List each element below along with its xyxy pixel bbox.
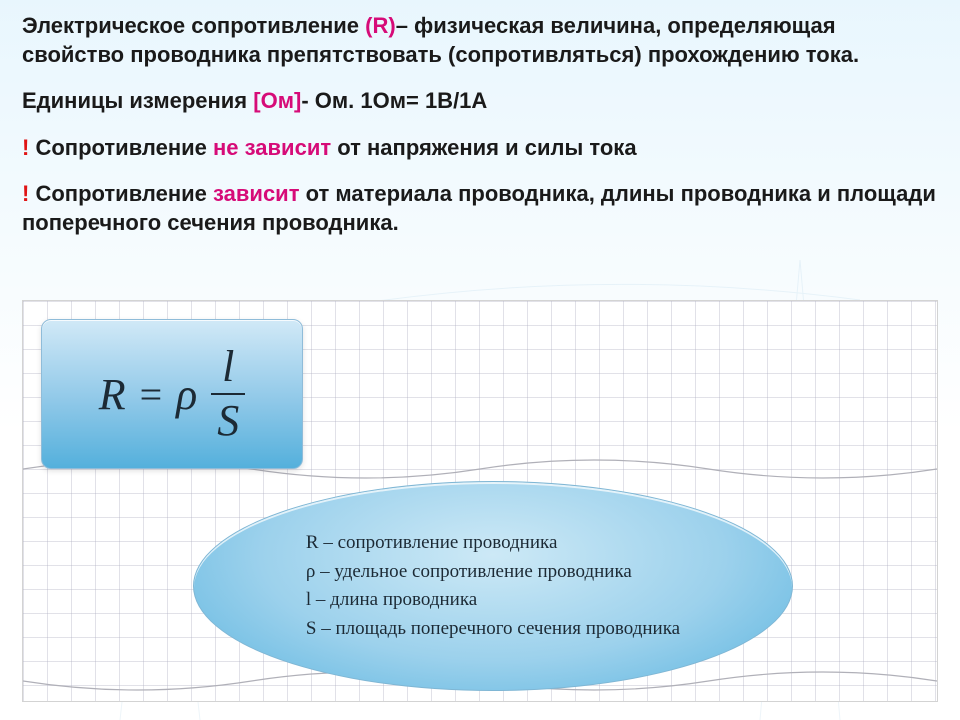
legend-l: l – длина проводника (306, 586, 680, 615)
formula-fraction: l S (211, 345, 245, 443)
formula-card: R = ρ l S (41, 319, 303, 469)
formula-bar (211, 393, 245, 395)
units-post: - Ом. 1Ом= 1В/1А (301, 88, 487, 113)
formula-rho: ρ (176, 369, 197, 420)
note-indep-a: Сопротивление (35, 135, 213, 160)
legend-rho: ρ – удельное сопротивление проводника (306, 558, 680, 587)
excl-1: ! (22, 135, 35, 160)
note-dep-emph: зависит (213, 181, 299, 206)
units-para: Единицы измерения [Ом]- Ом. 1Ом= 1В/1А (22, 87, 938, 116)
definition-symbol-R: (R) (365, 13, 396, 38)
definition-pre: Электрическое сопротивление (22, 13, 365, 38)
note-dep-a: Сопротивление (35, 181, 213, 206)
formula-denominator: S (213, 399, 243, 443)
legend-text: R – сопротивление проводника ρ – удельно… (306, 529, 680, 643)
formula-lhs: R (99, 369, 126, 420)
note-indep-emph: не зависит (213, 135, 331, 160)
units-pre: Единицы измерения (22, 88, 253, 113)
slide: Электрическое сопротивление (R)– физичес… (0, 0, 960, 720)
legend-ellipse: R – сопротивление проводника ρ – удельно… (193, 481, 793, 691)
text-block: Электрическое сопротивление (R)– физичес… (22, 12, 938, 256)
note-dependent: ! Сопротивление зависит от материала про… (22, 180, 938, 237)
units-symbol: [Ом] (253, 88, 301, 113)
note-independent: ! Сопротивление не зависит от напряжения… (22, 134, 938, 163)
definition-para: Электрическое сопротивление (R)– физичес… (22, 12, 938, 69)
legend-S: S – площадь поперечного сечения проводни… (306, 615, 680, 644)
legend-R: R – сопротивление проводника (306, 529, 680, 558)
figure-panel: R = ρ l S R – сопротивление проводника ρ… (22, 300, 938, 702)
note-indep-b: от напряжения и силы тока (331, 135, 636, 160)
formula-eq: = (140, 371, 163, 418)
formula-numerator: l (218, 345, 238, 389)
excl-2: ! (22, 181, 35, 206)
formula: R = ρ l S (99, 345, 246, 443)
